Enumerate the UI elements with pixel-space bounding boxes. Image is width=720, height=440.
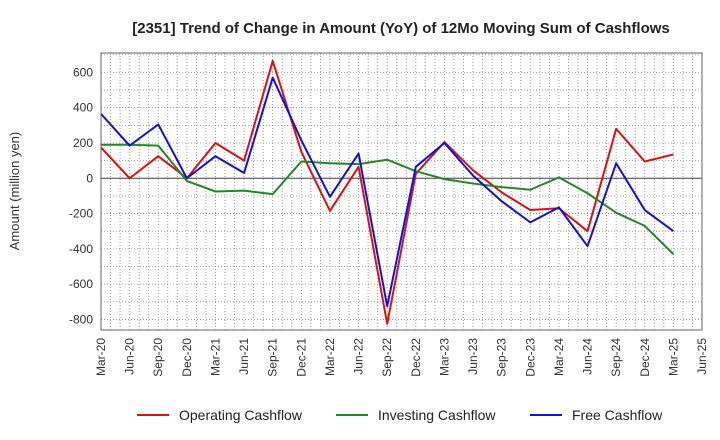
x-tick-label: Dec-21 bbox=[294, 338, 308, 377]
series-line-operating-cashflow bbox=[100, 59, 674, 325]
y-tick-label: 200 bbox=[73, 136, 93, 150]
grid-lines bbox=[100, 53, 703, 330]
x-tick-label: Jun-20 bbox=[123, 338, 137, 375]
x-tick-label: Mar-25 bbox=[666, 338, 680, 376]
x-tick-label: Mar-20 bbox=[94, 338, 108, 376]
x-tick-label: Jun-23 bbox=[466, 338, 480, 375]
y-tick-label: -200 bbox=[69, 207, 93, 221]
x-tick-label: Mar-21 bbox=[208, 338, 222, 376]
x-tick-label: Jun-25 bbox=[695, 338, 709, 375]
series-line-free-cashflow bbox=[100, 76, 674, 308]
x-tick-label: Dec-24 bbox=[638, 338, 652, 377]
x-tick-label: Mar-22 bbox=[323, 338, 337, 376]
x-tick-label: Sep-22 bbox=[380, 338, 394, 377]
legend-label-operating-cashflow: Operating Cashflow bbox=[179, 407, 303, 423]
x-tick-label: Dec-22 bbox=[409, 338, 423, 377]
y-tick-label: 0 bbox=[86, 171, 93, 185]
legend: Operating Cashflow Investing Cashflow Free… bbox=[137, 407, 663, 423]
x-tick-label: Dec-23 bbox=[523, 338, 537, 377]
x-tick-label: Sep-21 bbox=[266, 338, 280, 377]
plot-frame bbox=[100, 52, 703, 331]
x-tick-label: Jun-24 bbox=[581, 338, 595, 375]
x-tick-label: Jun-22 bbox=[352, 338, 366, 375]
x-tick-label: Dec-20 bbox=[180, 338, 194, 377]
series-line-investing-cashflow bbox=[101, 143, 675, 255]
legend-label-free-cashflow: Free Cashflow bbox=[572, 407, 663, 423]
y-tick-label: 400 bbox=[73, 101, 93, 115]
y-tick-label: 600 bbox=[73, 65, 93, 79]
x-tick-labels: Mar-20 Jun-20 Sep-20 Dec-20 Mar-21 Jun-21 Sep-… bbox=[94, 338, 709, 377]
x-tick-label: Sep-24 bbox=[609, 338, 623, 377]
y-tick-label: -800 bbox=[69, 312, 93, 326]
x-tick-label: Sep-23 bbox=[495, 338, 509, 377]
y-tick-label: -600 bbox=[69, 277, 93, 291]
series-group bbox=[100, 59, 675, 325]
x-tick-label: Sep-20 bbox=[151, 338, 165, 377]
chart-title: [2351] Trend of Change in Amount (YoY) o… bbox=[132, 20, 670, 37]
x-tick-label: Mar-24 bbox=[552, 338, 566, 376]
y-tick-label: -400 bbox=[69, 242, 93, 256]
x-tick-label: Mar-23 bbox=[437, 338, 451, 376]
y-axis-label: Amount (million yen) bbox=[7, 132, 22, 251]
y-tick-labels: 600 400 200 0 -200 -400 -600 -800 bbox=[69, 65, 93, 326]
legend-label-investing-cashflow: Investing Cashflow bbox=[378, 407, 496, 423]
x-tick-label: Jun-21 bbox=[237, 338, 251, 375]
